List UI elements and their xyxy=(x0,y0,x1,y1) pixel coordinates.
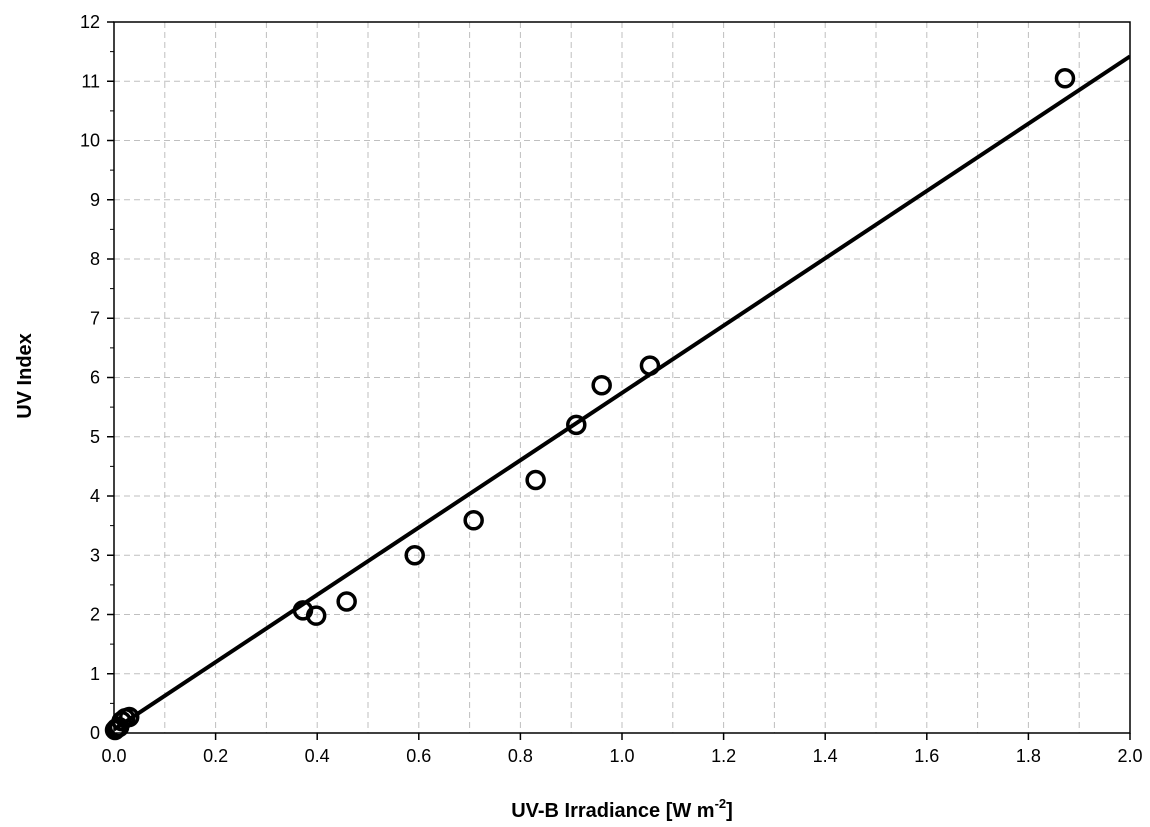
y-tick-label: 4 xyxy=(90,486,100,506)
data-point xyxy=(566,414,587,436)
x-tick-label: 0.2 xyxy=(203,746,228,766)
data-point xyxy=(118,706,140,728)
trendline-layer xyxy=(114,54,1130,732)
x-tick-label: 0.6 xyxy=(406,746,431,766)
x-tick-label: 1.4 xyxy=(813,746,838,766)
y-tick-label: 10 xyxy=(80,131,100,151)
y-tick-label: 2 xyxy=(90,605,100,625)
y-tick-label: 5 xyxy=(90,427,100,447)
trendline xyxy=(114,54,1130,732)
y-tick-label: 12 xyxy=(80,12,100,32)
data-point xyxy=(639,355,661,376)
x-tick-label: 1.6 xyxy=(914,746,939,766)
y-tick-label: 0 xyxy=(90,723,100,743)
x-tick-label: 0.8 xyxy=(508,746,533,766)
x-tick-label: 0.4 xyxy=(305,746,330,766)
data-point xyxy=(591,374,612,396)
y-tick-label: 1 xyxy=(90,664,100,684)
x-tick-label: 1.0 xyxy=(609,746,634,766)
data-point xyxy=(525,469,546,491)
x-tick-label: 1.2 xyxy=(711,746,736,766)
x-tick-labels: 0.0 0.2 0.4 0.6 0.8 1.0 1.2 1.4 1.6 1.8 2.0 xyxy=(101,746,1142,766)
y-axis-title: UV Index xyxy=(14,333,36,419)
data-point xyxy=(305,605,327,626)
y-tick-label: 3 xyxy=(90,545,100,565)
data-point xyxy=(404,545,425,566)
x-axis-title: UV-B Irradiance [W m-2] xyxy=(511,796,733,822)
plot-frame xyxy=(113,21,1131,734)
axes xyxy=(107,21,1131,740)
gridlines xyxy=(114,22,1130,733)
x-tick-label: 0.0 xyxy=(101,746,126,766)
x-tick-label: 2.0 xyxy=(1117,746,1142,766)
y-tick-label: 8 xyxy=(90,249,100,269)
data-point xyxy=(1054,68,1076,89)
y-tick-label: 11 xyxy=(81,71,100,91)
y-tick-label: 7 xyxy=(90,308,100,328)
y-tick-label: 6 xyxy=(90,368,100,388)
data-points xyxy=(104,68,1076,741)
data-point xyxy=(463,510,484,531)
x-tick-label: 1.8 xyxy=(1016,746,1041,766)
data-point xyxy=(336,591,357,612)
y-tick-label: 9 xyxy=(90,190,100,210)
